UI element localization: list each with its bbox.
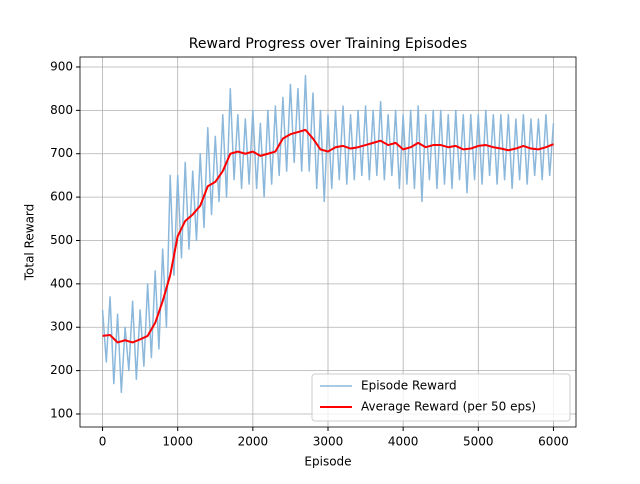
y-tick-label: 900 <box>50 59 73 73</box>
x-tick-label: 5000 <box>463 435 494 449</box>
y-tick-label: 100 <box>50 406 73 420</box>
y-tick-label: 800 <box>50 103 73 117</box>
legend-label: Average Reward (per 50 eps) <box>361 400 536 414</box>
line-series <box>102 128 554 344</box>
y-tick-label: 500 <box>50 233 73 247</box>
x-tick-label: 2000 <box>238 435 269 449</box>
y-axis-label: Total Reward <box>23 204 37 282</box>
legend-label: Episode Reward <box>361 379 457 393</box>
axes-frame <box>79 56 577 428</box>
x-tick-label: 3000 <box>313 435 344 449</box>
x-tick-label: 4000 <box>388 435 419 449</box>
x-tick-label: 1000 <box>162 435 193 449</box>
legend-box <box>311 373 571 422</box>
y-tick-label: 600 <box>50 190 73 204</box>
chart-title: Reward Progress over Training Episodes <box>189 36 467 52</box>
y-tick-label: 300 <box>50 320 73 334</box>
y-tick-label: 400 <box>50 276 73 290</box>
y-tick-label: 200 <box>50 363 73 377</box>
x-tick-label: 6000 <box>538 435 569 449</box>
x-tick-label: 0 <box>99 435 107 449</box>
line-series <box>101 74 555 394</box>
y-tick-label: 700 <box>50 146 73 160</box>
x-axis-label: Episode <box>304 455 351 469</box>
